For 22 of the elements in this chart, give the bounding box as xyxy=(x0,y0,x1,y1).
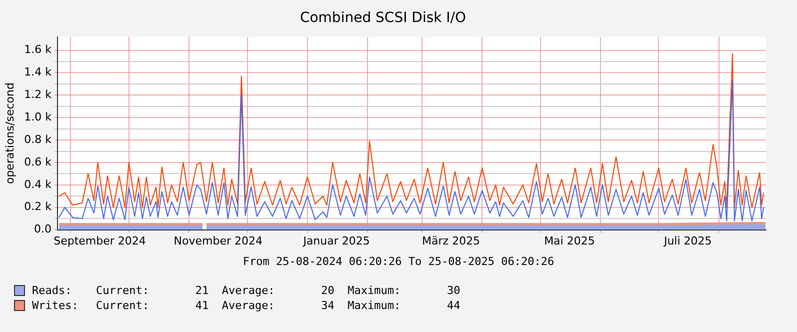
y-tick-label: 1.6 k xyxy=(24,43,52,56)
y-tick-label: 0.6 k xyxy=(24,155,52,168)
y-tick-label: 1.0 k xyxy=(24,110,52,124)
text: Current: 41 Average: 34 Maximum: 44 xyxy=(96,299,460,312)
x-tick-label: Januar 2025 xyxy=(302,234,370,248)
x-tick-label: März 2025 xyxy=(422,234,480,248)
x-tick-label: Juli 2025 xyxy=(662,234,712,248)
chart-title: Combined SCSI Disk I/O xyxy=(300,10,466,26)
legend-label: Writes: xyxy=(32,299,80,312)
legend-label: Reads: xyxy=(32,284,73,297)
y-tick-label: 1.4 k xyxy=(24,66,52,79)
x-tick-label: Mai 2025 xyxy=(544,234,595,248)
y-tick-label: 0.8 k xyxy=(24,132,52,146)
x-tick-label: September 2024 xyxy=(54,234,146,248)
y-tick-label: 0.2 k xyxy=(24,200,52,214)
y-tick-label: 0.0 xyxy=(34,222,52,236)
text: From 25-08-2024 06:20:26 To 25-08-2025 06:20:26 xyxy=(242,255,556,268)
y-tick-label: 0.4 k xyxy=(24,178,52,191)
y-tick-label: 1.2 k xyxy=(24,88,52,102)
text: Current: 21 Average: 20 Maximum: 30 xyxy=(96,284,460,297)
y-axis-title: operations/second xyxy=(3,82,16,184)
x-tick-label: November 2024 xyxy=(174,234,263,248)
